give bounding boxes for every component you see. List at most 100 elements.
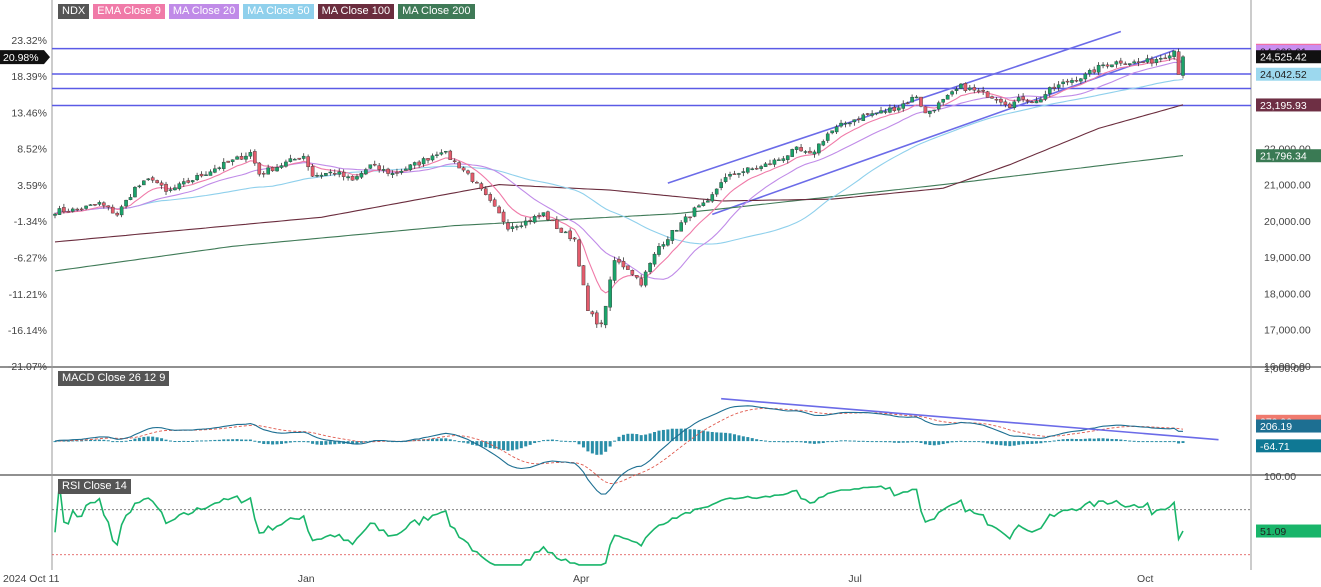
macd-histogram-bar [359, 441, 363, 443]
candle-body [106, 205, 111, 208]
macd-value-label: -64.71 [1260, 441, 1290, 453]
candle-body [821, 141, 826, 146]
candle-body [79, 208, 84, 211]
legend-ema9[interactable]: EMA Close 9 [93, 4, 165, 19]
legend-ma50[interactable]: MA Close 50 [243, 4, 314, 19]
macd-histogram-bar [493, 441, 497, 449]
candle-body [1158, 58, 1163, 60]
candle-body [253, 151, 257, 164]
candle-body [666, 239, 670, 246]
candle-body [115, 212, 119, 216]
macd-histogram-bar [542, 440, 546, 442]
macd-histogram-bar [697, 429, 701, 442]
macd-histogram-bar [146, 436, 150, 442]
candle-body [444, 151, 448, 153]
macd-histogram-bar [666, 429, 670, 442]
candle-body [857, 118, 861, 121]
candle-body [1043, 94, 1048, 100]
candle-body [861, 114, 866, 121]
candle-body [75, 208, 80, 211]
macd-histogram-bar [1141, 441, 1145, 443]
candle-body [301, 155, 306, 159]
macd-histogram-bar [866, 441, 870, 443]
candle-body [306, 156, 310, 168]
trend-channel-line[interactable] [711, 49, 1175, 216]
candle-body [155, 180, 159, 184]
macd-histogram-bar [497, 441, 501, 450]
macd-histogram-bar [208, 440, 212, 442]
price-tick-label: 19,000.00 [1264, 252, 1311, 264]
current-percent-label: 20.98% [3, 52, 39, 64]
macd-histogram-bar [986, 441, 990, 444]
candle-body [732, 173, 737, 175]
candle-body [799, 147, 803, 152]
macd-histogram-bar [448, 439, 452, 442]
macd-histogram-bar [84, 440, 88, 442]
macd-histogram-bar [1079, 439, 1083, 442]
candle-body [1083, 73, 1088, 80]
legend-ma200[interactable]: MA Close 200 [398, 4, 475, 19]
macd-histogram-bar [595, 441, 599, 455]
macd-histogram-bar [1012, 441, 1016, 446]
price-annotation: 23,195.93 [1260, 100, 1307, 112]
legend-ma20[interactable]: MA Close 20 [168, 4, 240, 19]
candle-body [790, 149, 794, 157]
macd-histogram-bar [928, 441, 932, 446]
rsi-panel-label[interactable]: RSI Close 14 [58, 479, 131, 494]
macd-histogram-bar [946, 441, 950, 444]
candle-body [395, 172, 399, 174]
price-annotation-bg [1256, 149, 1321, 163]
candle-body [555, 219, 559, 229]
macd-histogram-bar [1097, 438, 1101, 442]
candle-body [195, 175, 199, 181]
candle-body [93, 204, 97, 206]
macd-histogram-bar [546, 439, 550, 442]
candle-body [1030, 101, 1034, 104]
macd-panel-label[interactable]: MACD Close 26 12 9 [58, 371, 170, 386]
macd-histogram-bar [657, 430, 661, 442]
legend-symbol[interactable]: NDX [58, 4, 90, 19]
candle-body [328, 171, 333, 174]
macd-histogram-bar [972, 441, 976, 443]
percent-tick-label: 8.52% [17, 144, 47, 156]
macd-histogram-bar [408, 440, 412, 442]
candle-body [470, 172, 475, 182]
candle-body [697, 205, 701, 208]
candle-body [293, 158, 297, 161]
candle-body [102, 202, 106, 206]
macd-histogram-bar [128, 440, 132, 442]
macd-histogram-bar [848, 440, 852, 442]
candle-body [119, 206, 124, 216]
candle-body [173, 187, 177, 191]
macd-histogram-bar [852, 440, 856, 442]
candle-body [781, 158, 786, 161]
macd-histogram-bar [97, 439, 101, 442]
macd-histogram-bar [519, 441, 523, 449]
candle-body [1114, 61, 1119, 65]
macd-histogram-bar [244, 439, 248, 442]
macd-histogram-bar [608, 441, 612, 447]
candle-body [577, 239, 581, 267]
macd-histogram-bar [879, 441, 883, 443]
candle-body [794, 146, 799, 150]
macd-histogram-bar [155, 437, 159, 442]
macd-histogram-bar [781, 441, 785, 443]
percent-tick-label: -1.34% [14, 216, 47, 228]
candle-body [1052, 86, 1057, 89]
candle-body [266, 167, 270, 175]
candle-body [1092, 69, 1096, 73]
candle-body [510, 226, 515, 229]
candle-body [976, 90, 981, 92]
candle-body [1034, 100, 1039, 104]
macd-histogram-bar [302, 441, 306, 443]
candle-body [1154, 59, 1159, 63]
macd-trend-line[interactable] [721, 397, 1219, 441]
legend-ma100[interactable]: MA Close 100 [317, 4, 395, 19]
candle-body [981, 90, 985, 92]
current-price-label: 24,525.42 [1260, 52, 1307, 64]
candle-body [1056, 84, 1061, 88]
macd-histogram-bar [706, 431, 710, 442]
macd-histogram-bar [1114, 439, 1118, 442]
